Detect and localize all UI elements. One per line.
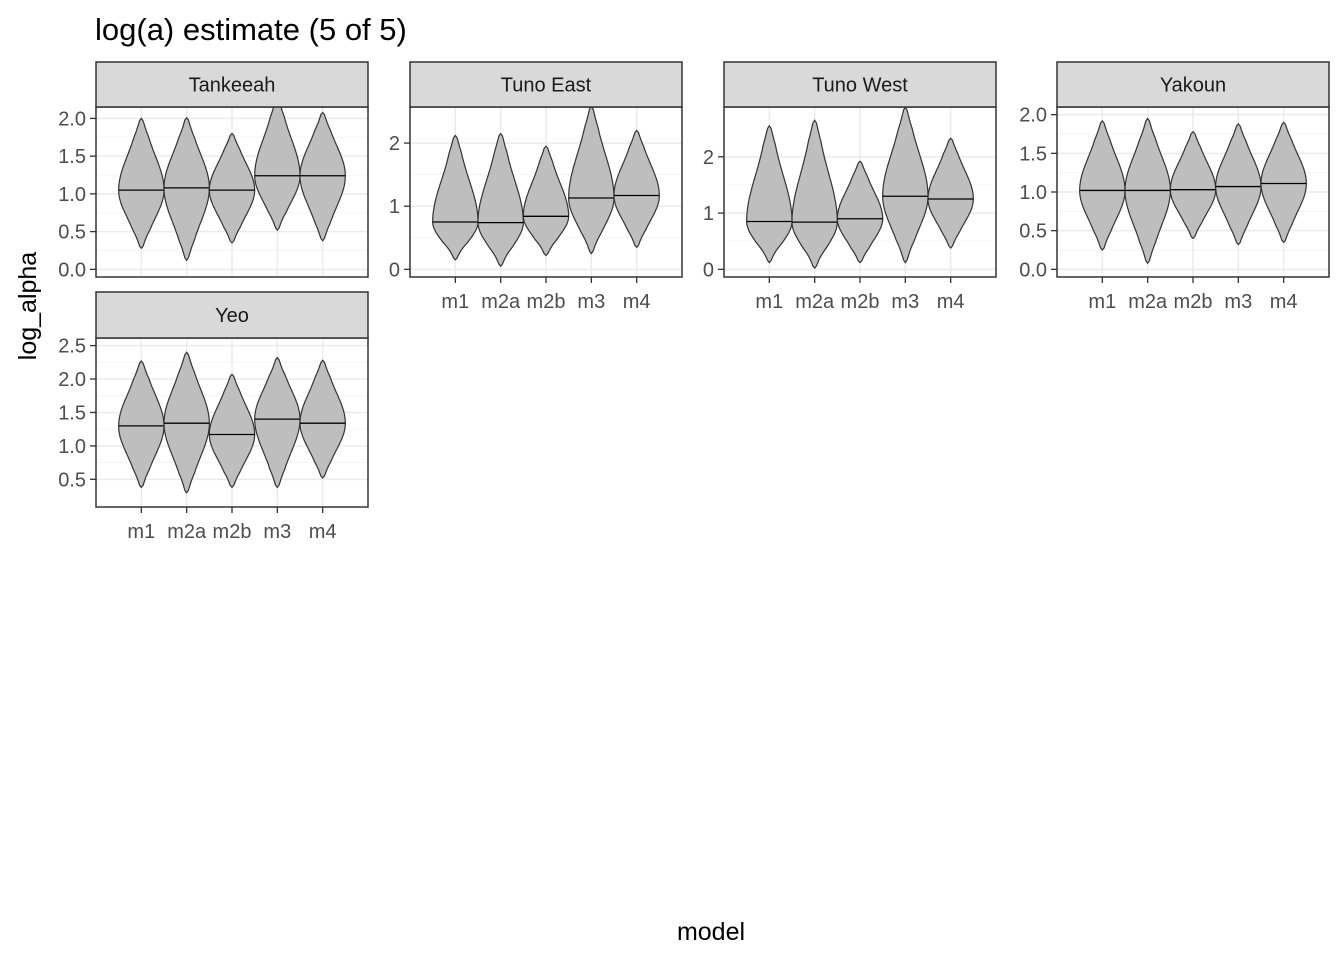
facet-strip [1056, 61, 1330, 108]
y-tick-label: 1.0 [58, 436, 86, 458]
y-tick-label: 2 [389, 133, 400, 155]
x-tick-label: m3 [1224, 291, 1252, 313]
violin-tankeeah-m2a [163, 116, 210, 262]
violin-tuno-east-m4 [613, 129, 660, 249]
y-tick-label: 2.0 [58, 369, 86, 391]
facet-yeo: Yeo 0.5 1.0 1.5 2.0 2.5 m1 m2a m2b m3 m4 [58, 291, 369, 543]
x-tick-label: m3 [891, 291, 919, 313]
x-tick-label: m2a [795, 291, 835, 313]
x-tick-label: m2a [1128, 291, 1168, 313]
y-tick-label: 0 [389, 259, 400, 281]
y-tick-label: 1 [703, 203, 714, 225]
facet-label: Yakoun [1160, 75, 1226, 97]
facet-label: Yeo [215, 305, 249, 327]
x-tick-label: m2a [167, 521, 207, 543]
violin-yeo-m2a [163, 351, 210, 494]
x-tick-label: m2a [481, 291, 521, 313]
violin-yakoun-m3 [1215, 122, 1262, 246]
x-tick-label: m1 [441, 291, 469, 313]
y-tick-label: 2.0 [58, 108, 86, 130]
facet-strip [409, 61, 683, 108]
facet-label: Tuno East [501, 75, 592, 97]
y-tick-label: 0.5 [58, 469, 86, 491]
violin-yeo-m1 [118, 360, 165, 489]
x-tick-label: m1 [127, 521, 155, 543]
x-tick-label: m1 [1088, 291, 1116, 313]
chart-title: log(a) estimate (5 of 5) [95, 12, 407, 47]
y-tick-label: 0.0 [1019, 259, 1047, 281]
y-tick-label: 1.0 [1019, 182, 1047, 204]
facet-tuno-west: Tuno West 0 1 2 m1 m2a m2b m3 m4 [703, 61, 997, 313]
facet-tuno-east: Tuno East 0 1 2 m1 m2a m2b m3 m4 [389, 61, 683, 313]
violin-yeo-m2b [208, 373, 256, 489]
y-tick-label: 1.5 [58, 146, 86, 168]
violin-yeo-m3 [254, 356, 301, 489]
x-tick-label: m4 [309, 521, 337, 543]
y-tick-label: 0.0 [58, 259, 86, 281]
violin-tankeeah-m2b [208, 132, 256, 244]
x-tick-label: m2b [841, 291, 880, 313]
y-axis-title: log_alpha [14, 252, 42, 361]
violin-tankeeah-m4 [299, 111, 346, 242]
y-tick-label: 2.0 [1019, 105, 1047, 127]
y-tick-label: 1.5 [1019, 143, 1047, 165]
facet-strip [95, 291, 369, 339]
x-tick-label: m3 [577, 291, 605, 313]
x-tick-label: m2b [213, 521, 252, 543]
y-tick-label: 2.5 [58, 336, 86, 358]
facet-tankeeah: Tankeeah 0.0 0.5 1.0 1.5 2.0 [58, 61, 369, 281]
violin-tuno-west-m2b [836, 160, 884, 264]
x-tick-label: m2b [1174, 291, 1213, 313]
x-axis-title: model [677, 918, 745, 946]
facet-strip [723, 61, 997, 108]
x-tick-label: m2b [527, 291, 566, 313]
violin-yakoun-m2b [1169, 130, 1217, 240]
y-tick-label: 0.5 [58, 222, 86, 244]
facet-label: Tuno West [812, 75, 908, 97]
facet-label: Tankeeah [189, 75, 276, 97]
violin-yeo-m4 [299, 359, 346, 479]
violin-yakoun-m4 [1260, 121, 1307, 244]
y-tick-label: 0.5 [1019, 221, 1047, 243]
x-tick-label: m4 [1270, 291, 1298, 313]
violin-yakoun-m1 [1079, 119, 1126, 251]
facet-strip [95, 61, 369, 108]
violin-tuno-east-m2b [522, 145, 570, 257]
x-tick-label: m1 [755, 291, 783, 313]
x-tick-label: m4 [937, 291, 965, 313]
y-tick-label: 0 [703, 259, 714, 281]
y-tick-label: 1.0 [58, 184, 86, 206]
x-tick-label: m3 [263, 521, 291, 543]
facet-yakoun: Yakoun 0.0 0.5 1.0 1.5 2.0 m1 m2a m2b m3 m4 [1019, 61, 1330, 313]
violin-tankeeah-m1 [118, 117, 165, 250]
y-tick-label: 1 [389, 196, 400, 218]
violin-tuno-west-m4 [927, 137, 974, 249]
x-tick-label: m4 [623, 291, 651, 313]
y-tick-label: 1.5 [58, 402, 86, 424]
y-tick-label: 2 [703, 147, 714, 169]
facet-panels: Tankeeah 0.0 0.5 1.0 1.5 2.0 Tuno East 0 1 2 m1 m2a… [58, 61, 1330, 543]
